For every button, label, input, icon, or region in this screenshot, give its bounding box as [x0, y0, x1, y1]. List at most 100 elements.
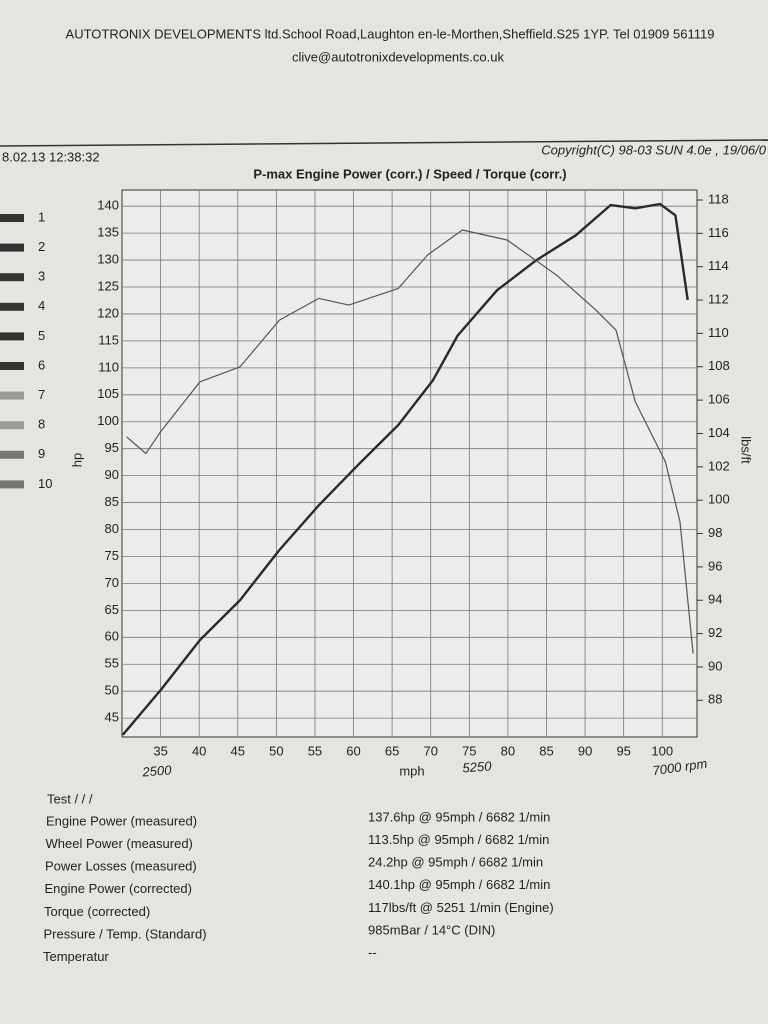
result-label: Engine Power (measured) — [46, 813, 197, 828]
y-tick-label: 140 — [97, 198, 119, 213]
plot-area — [121, 189, 698, 738]
x-tick-label: 65 — [385, 743, 399, 758]
email: clive@autotronixdevelopments.co.uk — [292, 49, 504, 64]
y2-tick-label: 104 — [708, 425, 730, 440]
x-tick-label: 80 — [501, 743, 515, 758]
x-tick-label: 55 — [308, 743, 322, 758]
channel-number: 1 — [38, 209, 45, 224]
y2-tick-label: 106 — [708, 392, 730, 407]
channel-number: 2 — [38, 239, 45, 254]
channel-number: 4 — [38, 298, 45, 313]
result-label: Power Losses (measured) — [45, 859, 197, 874]
result-value: 137.6hp @ 95mph / 6682 1/min — [368, 809, 550, 824]
y-tick-label: 90 — [105, 467, 119, 482]
result-value: -- — [368, 945, 377, 960]
channel-swatch — [0, 421, 24, 430]
y2-tick-label: 98 — [708, 525, 722, 540]
handwritten-note: 5250 — [462, 758, 493, 775]
copyright: Copyright(C) 98-03 SUN 4.0e , 19/06/0 — [541, 142, 766, 157]
x-tick-label: 100 — [651, 743, 673, 758]
channel-swatch — [0, 273, 24, 282]
x-tick-label: 50 — [269, 743, 283, 758]
y2-tick-label: 110 — [708, 325, 729, 340]
channel-swatch — [0, 450, 24, 459]
y-tick-label: 85 — [105, 494, 119, 509]
y-tick-label: 50 — [105, 683, 119, 698]
y-axis-label: hp — [69, 453, 84, 467]
x-tick-label: 95 — [616, 743, 630, 758]
result-label: Temperatur — [43, 949, 109, 964]
y-tick-label: 55 — [105, 656, 119, 671]
y2-tick-label: 94 — [708, 592, 722, 607]
channel-number: 10 — [38, 476, 52, 491]
channel-swatch — [0, 362, 24, 370]
y2-tick-label: 88 — [708, 692, 722, 707]
channel-swatch — [0, 243, 24, 252]
result-label: Pressure / Temp. (Standard) — [44, 926, 207, 941]
y2-tick-label: 114 — [708, 258, 729, 273]
result-label: Torque (corrected) — [44, 904, 150, 919]
x-tick-label: 45 — [231, 743, 245, 758]
y-tick-label: 70 — [105, 575, 119, 590]
x-tick-label: 70 — [423, 743, 437, 758]
result-value: 117lbs/ft @ 5251 1/min (Engine) — [368, 900, 554, 915]
result-value: 985mBar / 14°C (DIN) — [368, 922, 495, 937]
y-tick-label: 105 — [97, 386, 119, 401]
y2-tick-label: 102 — [708, 458, 730, 473]
channel-swatch — [0, 480, 24, 489]
channel-number: 8 — [38, 417, 45, 432]
y-tick-label: 115 — [98, 332, 119, 347]
channel-number: 7 — [38, 387, 45, 402]
channel-number: 5 — [38, 328, 45, 343]
y-tick-label: 95 — [105, 440, 119, 455]
y2-tick-label: 118 — [708, 191, 729, 206]
channel-swatch — [0, 302, 24, 311]
results-heading: Test / / / — [47, 791, 93, 806]
x-tick-label: 35 — [153, 743, 167, 758]
y-tick-label: 65 — [105, 602, 119, 617]
handwritten-note: 2500 — [141, 762, 173, 779]
chart-title: P-max Engine Power (corr.) / Speed / Tor… — [253, 166, 566, 181]
channel-number: 9 — [38, 446, 45, 461]
channel-number: 6 — [38, 357, 45, 372]
y2-tick-label: 90 — [708, 658, 722, 673]
y2-tick-label: 92 — [708, 625, 722, 640]
y-tick-label: 100 — [97, 413, 119, 428]
result-label: Wheel Power (measured) — [46, 836, 193, 851]
header-rule — [0, 139, 768, 147]
result-label: Engine Power (corrected) — [45, 881, 192, 896]
y2-tick-label: 108 — [708, 358, 730, 373]
x-axis-label: mph — [399, 763, 424, 778]
x-tick-label: 60 — [346, 743, 360, 758]
channel-swatch — [0, 332, 24, 341]
result-value: 24.2hp @ 95mph / 6682 1/min — [368, 855, 543, 870]
result-value: 113.5hp @ 95mph / 6682 1/min — [368, 832, 549, 847]
x-tick-label: 75 — [462, 743, 476, 758]
y2-tick-label: 116 — [708, 225, 729, 240]
y2-tick-label: 112 — [708, 292, 729, 307]
y-tick-label: 125 — [97, 278, 119, 293]
x-tick-label: 85 — [539, 743, 553, 758]
y-tick-label: 75 — [105, 548, 119, 563]
x-tick-label: 40 — [192, 743, 206, 758]
y-tick-label: 110 — [98, 359, 119, 374]
x-tick-label: 90 — [578, 743, 592, 758]
timestamp: 8.02.13 12:38:32 — [2, 149, 100, 164]
y2-axis-label: lbs/ft — [739, 436, 754, 464]
y-tick-label: 60 — [105, 629, 119, 644]
channel-number: 3 — [38, 269, 45, 284]
y2-tick-label: 100 — [708, 492, 730, 507]
channel-swatch — [0, 391, 24, 400]
y2-tick-label: 96 — [708, 558, 722, 573]
y-tick-label: 80 — [105, 521, 119, 536]
y-tick-label: 120 — [97, 305, 119, 320]
y-tick-label: 130 — [97, 251, 119, 266]
y-tick-label: 135 — [97, 225, 119, 240]
data-line — [126, 229, 694, 654]
data-line — [121, 202, 689, 736]
y-tick-label: 45 — [105, 710, 119, 725]
channel-swatch — [0, 214, 24, 222]
company: AUTOTRONIX DEVELOPMENTS ltd.School Road,… — [66, 26, 715, 41]
result-value: 140.1hp @ 95mph / 6682 1/min — [368, 877, 550, 892]
